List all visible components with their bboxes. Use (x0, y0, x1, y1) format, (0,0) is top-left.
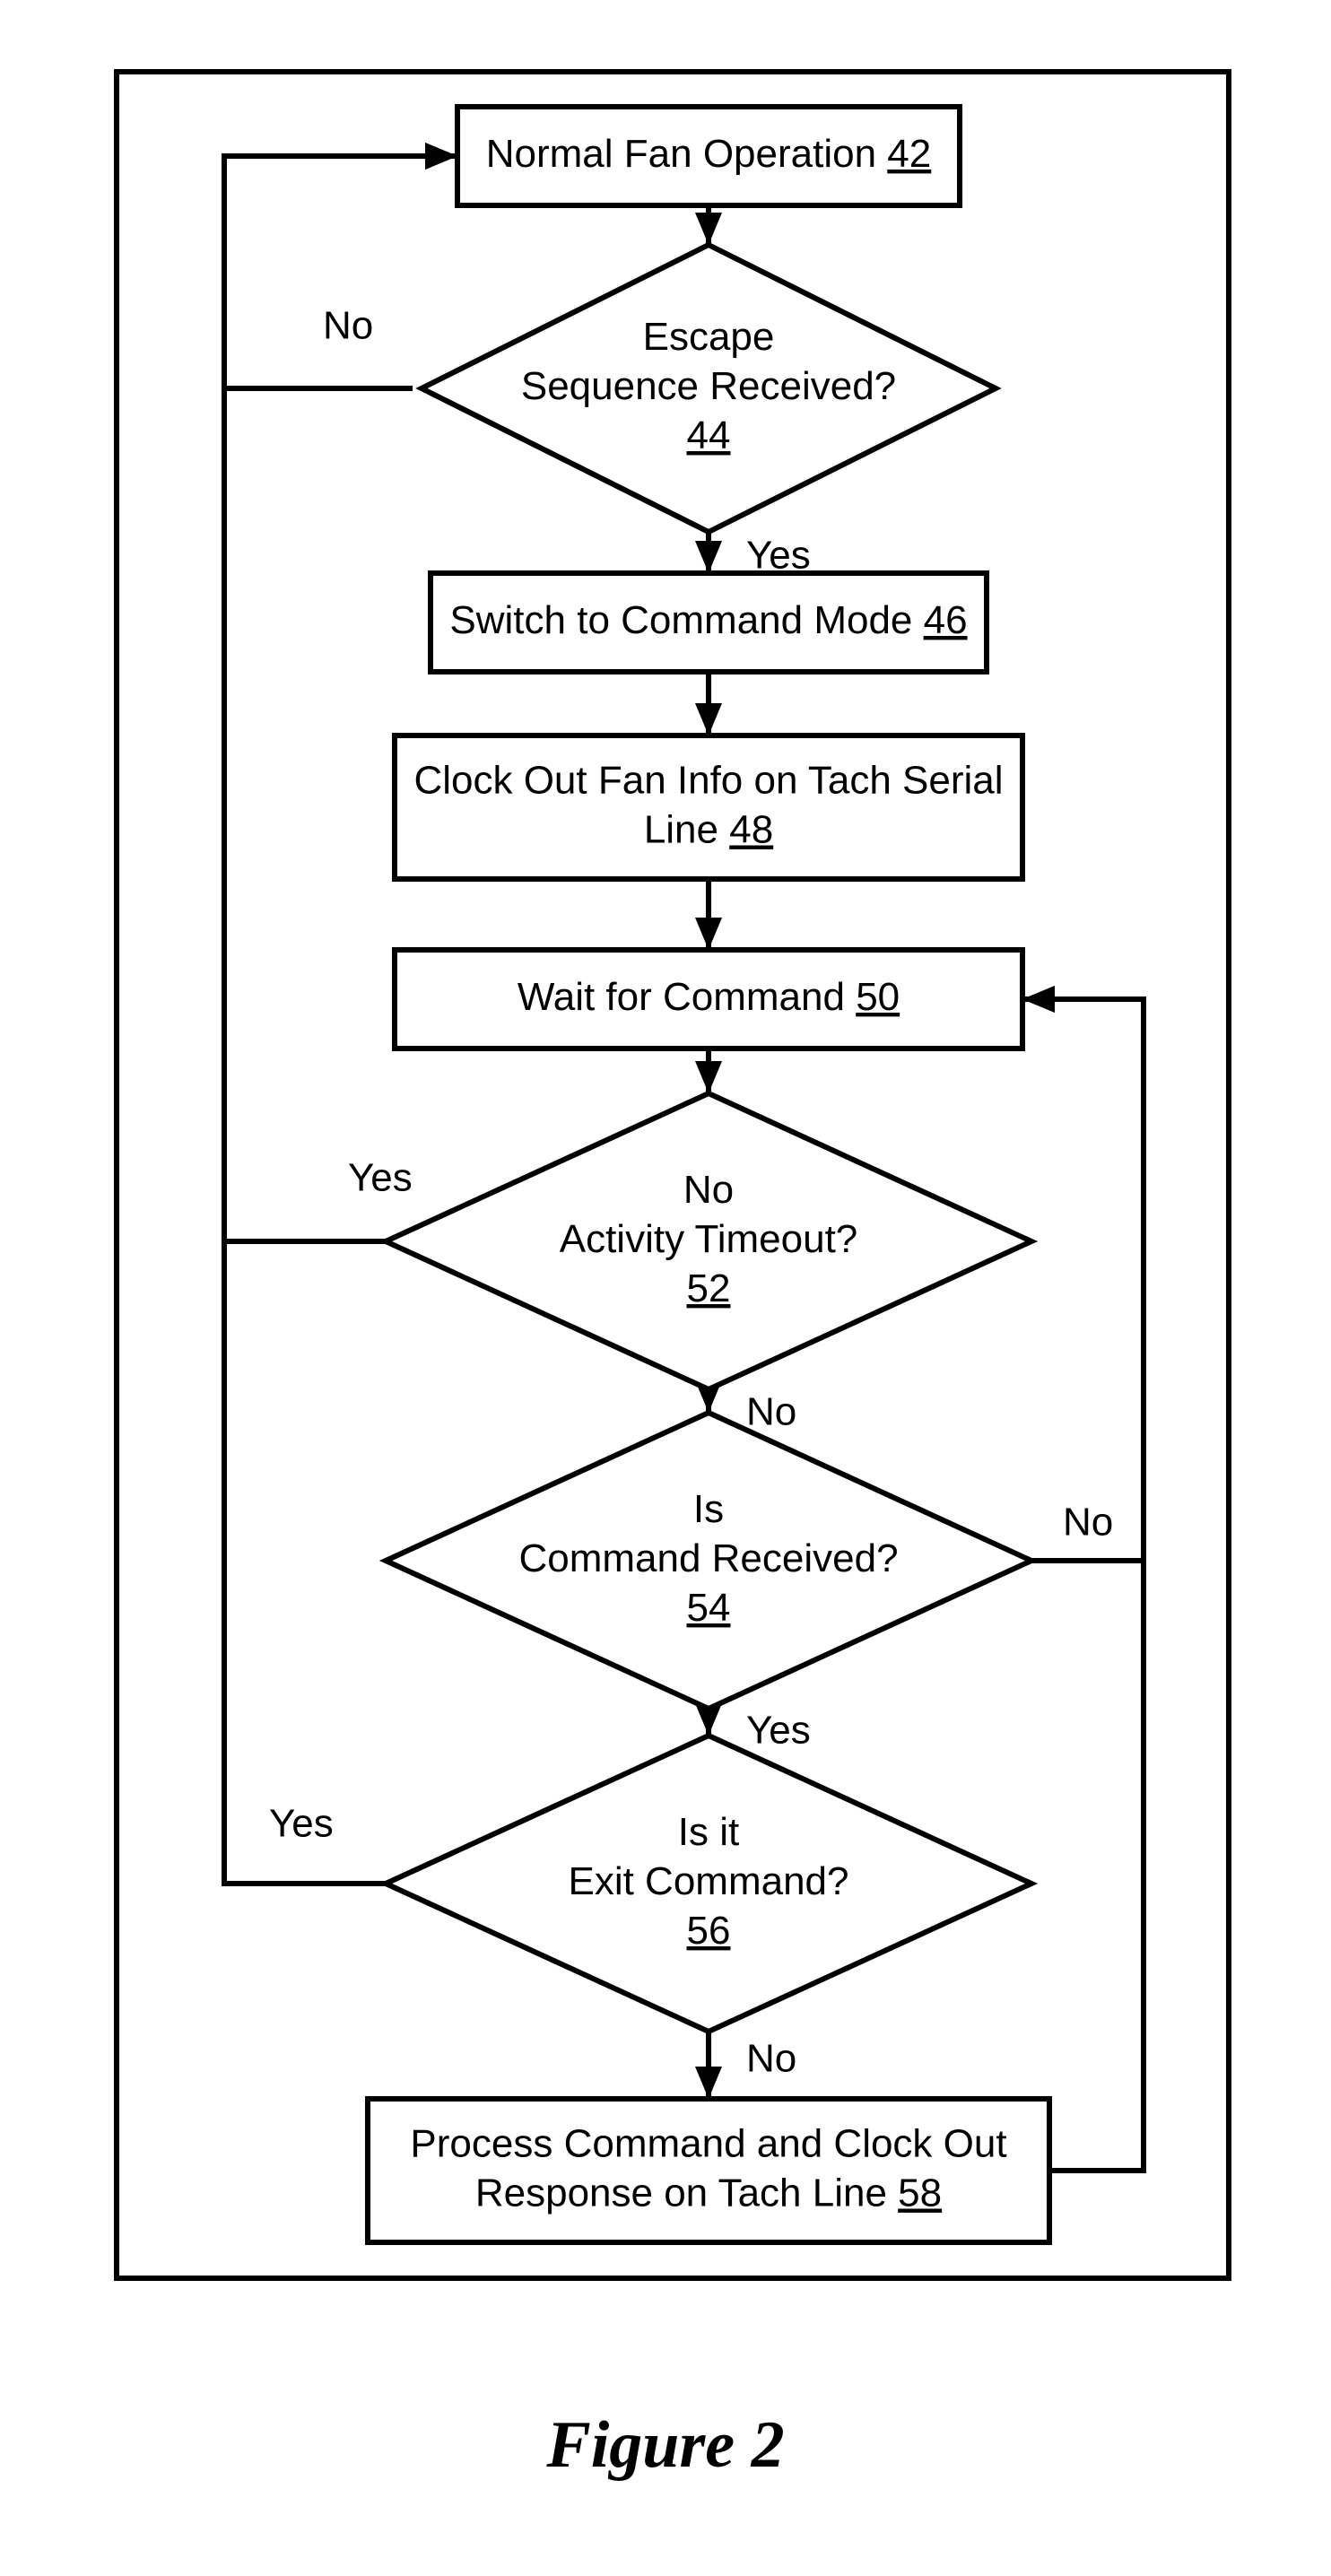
edge-label-n52-n54: No (746, 1390, 796, 1434)
process-node-42: Normal Fan Operation 42 (457, 107, 960, 205)
node-54-line-2: 54 (687, 1586, 731, 1630)
node-42-line-0: Normal Fan Operation 42 (486, 132, 931, 176)
node-46-line-0: Switch to Command Mode 46 (449, 598, 967, 642)
edge-label-n54-n50: No (1063, 1501, 1113, 1545)
node-44-line-1: Sequence Received? (521, 364, 896, 408)
edge-n44-n42 (224, 156, 457, 388)
node-50-line-0: Wait for Command 50 (518, 975, 900, 1019)
flowchart-stage: YesNoNoYesYesNoNoYesNormal Fan Operation… (0, 0, 1331, 2576)
node-52-line-1: Activity Timeout? (560, 1217, 858, 1261)
node-48-line-0: Clock Out Fan Info on Tach Serial (413, 758, 1003, 802)
decision-node-56: Is it Exit Command? 56 (386, 1736, 1031, 2032)
edge-label-n52-n42: Yes (348, 1156, 413, 1200)
process-node-46: Switch to Command Mode 46 (431, 573, 987, 672)
edge-n58-n50 (1022, 999, 1144, 2171)
process-node-50: Wait for Command 50 (395, 950, 1022, 1049)
node-44-line-0: Escape (643, 315, 775, 359)
figure-caption: Figure 2 (545, 2408, 784, 2482)
decision-node-44: Escape Sequence Received? 44 (422, 245, 996, 532)
decision-node-54: Is Command Received? 54 (386, 1413, 1031, 1709)
node-58-line-0: Process Command and Clock Out (410, 2121, 1006, 2165)
node-52-line-2: 52 (687, 1266, 731, 1310)
process-node-58: Process Command and Clock Out Response on… (368, 2099, 1049, 2242)
edge-label-n56-n42: Yes (269, 1802, 334, 1846)
node-56-line-1: Exit Command? (568, 1859, 848, 1903)
node-54-line-1: Command Received? (518, 1536, 898, 1580)
node-56-line-2: 56 (687, 1909, 731, 1953)
decision-node-52: No Activity Timeout? 52 (386, 1093, 1031, 1389)
edge-label-n56-n58: No (746, 2037, 796, 2081)
node-54-line-0: Is (693, 1487, 724, 1531)
node-56-line-0: Is it (678, 1810, 739, 1854)
node-44-line-2: 44 (687, 413, 731, 457)
edge-n54-n50 (1022, 999, 1144, 1561)
node-48-line-1: Line 48 (644, 807, 773, 851)
node-52-line-0: No (683, 1168, 734, 1212)
node-58-line-1: Response on Tach Line 58 (475, 2171, 942, 2215)
process-node-48: Clock Out Fan Info on Tach Serial Line 48 (395, 735, 1022, 879)
edge-label-n44-n42: No (323, 304, 373, 348)
edge-label-n54-n56: Yes (746, 1709, 811, 1753)
